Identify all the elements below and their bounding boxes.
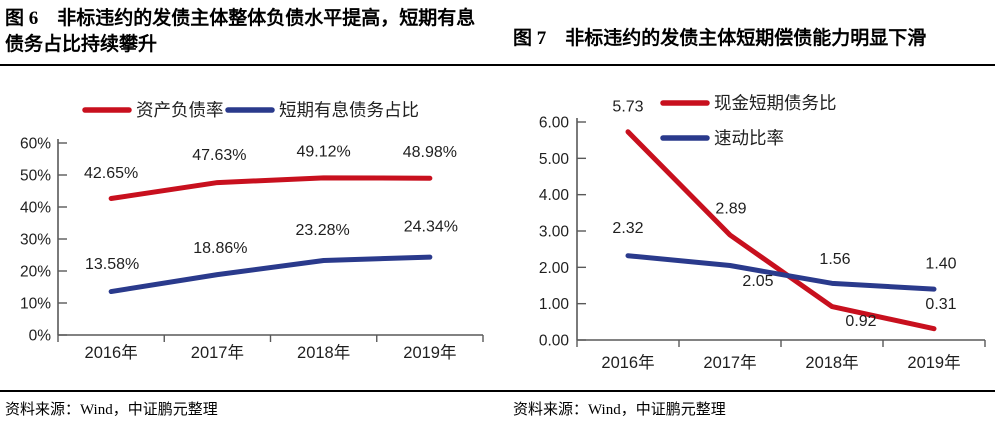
figure6-line-chart: 0% 10% 20% 30% 40% 50% 60% 2016年 2017年 2018年 2019年… bbox=[20, 100, 484, 362]
figure7-source: 资料来源：Wind，中证鹏元整理 bbox=[513, 402, 726, 418]
legend-label: 现金短期债务比 bbox=[714, 93, 837, 113]
y-axis-label: 40% bbox=[20, 200, 51, 217]
data-label: 13.58% bbox=[85, 256, 139, 273]
data-label: 18.86% bbox=[193, 240, 247, 257]
x-axis-label: 2017年 bbox=[191, 343, 244, 362]
data-label: 2.32 bbox=[612, 220, 643, 237]
data-label: 0.92 bbox=[845, 313, 876, 330]
data-label: 2.05 bbox=[742, 273, 773, 290]
x-axis-label: 2016年 bbox=[601, 353, 654, 372]
figure7-title: 图 7 非标违约的发债主体短期偿债能力明显下滑 bbox=[513, 28, 927, 49]
y-axis-label: 0% bbox=[29, 328, 52, 345]
data-label: 24.34% bbox=[404, 219, 458, 236]
legend-label: 速动比率 bbox=[714, 128, 784, 148]
x-axis-label: 2016年 bbox=[85, 343, 138, 362]
data-label: 47.63% bbox=[192, 147, 246, 164]
series-line bbox=[108, 175, 433, 202]
data-label: 0.31 bbox=[925, 296, 956, 313]
y-axis-label: 60% bbox=[20, 136, 51, 153]
y-axis-label: 4.00 bbox=[539, 187, 570, 204]
data-label: 49.12% bbox=[296, 143, 350, 160]
legend-label: 资产负债率 bbox=[136, 100, 224, 120]
data-label: 1.40 bbox=[925, 256, 956, 273]
data-label: 2.89 bbox=[715, 200, 746, 217]
top-horizontal-rule bbox=[0, 64, 995, 66]
y-axis-label: 50% bbox=[20, 168, 51, 185]
y-axis-label: 2.00 bbox=[539, 260, 570, 277]
figure6-title: 图 6 非标违约的发债主体整体负债水平提高，短期有息债务占比持续攀升 bbox=[5, 8, 476, 55]
x-axis-label: 2017年 bbox=[703, 353, 756, 372]
legend-label: 短期有息债务占比 bbox=[279, 100, 419, 120]
series-line bbox=[625, 129, 937, 332]
y-axis-label: 6.00 bbox=[539, 115, 570, 132]
y-axis-label: 0.00 bbox=[539, 333, 570, 350]
x-axis-label: 2019年 bbox=[907, 353, 960, 372]
series-line bbox=[625, 253, 937, 292]
bottom-horizontal-rule bbox=[0, 390, 995, 392]
y-axis-label: 5.00 bbox=[539, 151, 570, 168]
y-axis-label: 30% bbox=[20, 232, 51, 249]
data-label: 1.56 bbox=[819, 251, 850, 268]
figure7-line-chart: 0.00 1.00 2.00 3.00 4.00 5.00 6.00 2016年 2017年 20… bbox=[539, 93, 986, 372]
series-line bbox=[108, 254, 433, 295]
y-axis-label: 20% bbox=[20, 264, 51, 281]
data-label: 5.73 bbox=[612, 98, 643, 115]
data-label: 23.28% bbox=[295, 222, 349, 239]
y-axis-label: 3.00 bbox=[539, 224, 570, 241]
charts-row: 0% 10% 20% 30% 40% 50% 60% 2016年 2017年 2018年 2019年… bbox=[0, 66, 995, 390]
x-axis-label: 2018年 bbox=[297, 343, 350, 362]
data-label: 48.98% bbox=[403, 144, 457, 161]
x-axis-label: 2018年 bbox=[805, 353, 858, 372]
x-axis-label: 2019年 bbox=[403, 343, 456, 362]
sources-row: 资料来源：Wind，中证鹏元整理 资料来源：Wind，中证鹏元整理 bbox=[0, 392, 995, 425]
y-axis-label: 10% bbox=[20, 296, 51, 313]
titles-row: 图 6 非标违约的发债主体整体负债水平提高，短期有息债务占比持续攀升 图 7 非… bbox=[0, 0, 995, 64]
figure6-source: 资料来源：Wind，中证鹏元整理 bbox=[5, 402, 218, 418]
data-label: 42.65% bbox=[84, 165, 138, 182]
y-axis-label: 1.00 bbox=[539, 296, 570, 313]
